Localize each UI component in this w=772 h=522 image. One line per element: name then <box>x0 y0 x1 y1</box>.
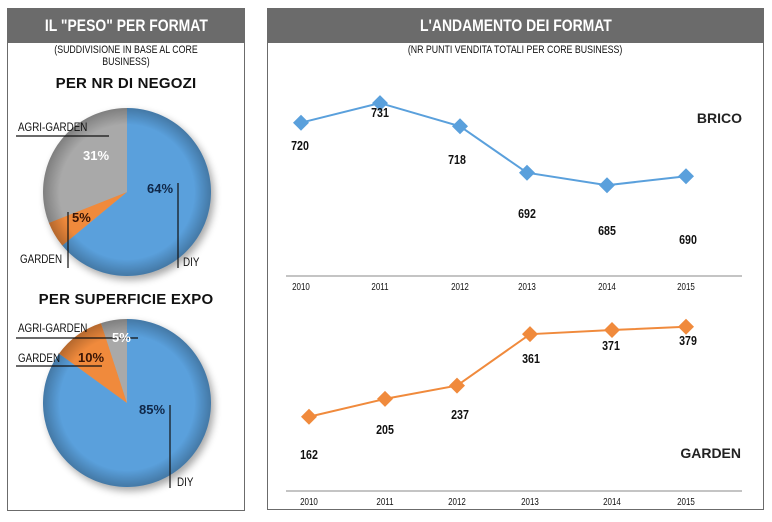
data-point-marker <box>293 114 309 131</box>
x-tick-label: 2011 <box>376 496 393 507</box>
pie1-title: PER NR DI NEGOZI <box>55 75 197 92</box>
format-trend-title-text: L'ANDAMENTO DEI FORMAT <box>419 16 612 35</box>
x-tick-label: 2013 <box>521 496 539 507</box>
format-trend-subtitle: (NR PUNTI VENDITA TOTALI PER CORE BUSINE… <box>268 44 763 56</box>
data-value-label: 718 <box>448 152 466 167</box>
data-value-label: 731 <box>371 105 389 120</box>
data-value-label: 162 <box>300 447 318 462</box>
slice-name-label: DIY <box>183 256 200 269</box>
data-point-marker <box>372 95 388 112</box>
data-point-marker <box>377 390 393 407</box>
series-title-brico: BRICO <box>697 110 742 126</box>
line-chart-garden: 2010 2011 2012 2013 2014 2015 162 205 237 361 371 3… <box>286 318 742 507</box>
series-line <box>300 102 687 187</box>
data-point-marker <box>522 326 538 343</box>
pie-chart-negozi: DIY 64% GARDEN 5% AGRI-GARDEN 31% <box>16 108 214 280</box>
data-value-label: 237 <box>451 407 469 422</box>
slice-name-label: AGRI-GARDEN <box>18 322 87 335</box>
data-point-marker <box>519 164 535 181</box>
slice-value-label: 10% <box>78 350 104 365</box>
data-point-marker <box>452 118 468 135</box>
data-value-label: 720 <box>291 138 309 153</box>
data-value-label: 361 <box>522 351 540 366</box>
data-value-label: 692 <box>518 206 536 221</box>
x-tick-label: 2010 <box>300 496 318 507</box>
data-value-label: 690 <box>679 232 697 247</box>
x-tick-label: 2010 <box>292 281 310 292</box>
pie-chart-superficie: DIY 85% GARDEN 10% AGRI-GARDEN 5% <box>16 319 214 491</box>
slice-name-label: DIY <box>177 476 194 489</box>
x-tick-label: 2014 <box>598 281 616 292</box>
data-point-marker <box>678 168 694 185</box>
data-value-label: 379 <box>679 333 697 348</box>
x-tick-label: 2015 <box>677 496 695 507</box>
data-value-label: 371 <box>602 338 620 353</box>
x-tick-label: 2012 <box>448 496 466 507</box>
format-trend-panel: L'ANDAMENTO DEI FORMAT (NR PUNTI VENDITA… <box>267 8 764 510</box>
format-trend-subtitle-text: (NR PUNTI VENDITA TOTALI PER CORE BUSINE… <box>408 44 623 56</box>
slice-value-label: 64% <box>147 181 173 196</box>
pie-edge-shade <box>43 108 211 276</box>
data-point-marker <box>604 322 620 339</box>
format-trend-title: L'ANDAMENTO DEI FORMAT <box>268 9 763 43</box>
x-tick-label: 2013 <box>518 281 536 292</box>
series-title-garden: GARDEN <box>680 445 741 461</box>
x-tick-label: 2012 <box>451 281 469 292</box>
data-point-marker <box>449 377 465 394</box>
slice-name-label: AGRI-GARDEN <box>18 121 87 134</box>
format-weight-subtitle-text: (SUDDIVISIONE IN BASE AL CORE BUSINESS) <box>54 44 198 68</box>
data-point-marker <box>678 318 694 335</box>
x-tick-label: 2014 <box>603 496 621 507</box>
slice-value-label: 5% <box>72 210 91 225</box>
format-weight-subtitle: (SUDDIVISIONE IN BASE AL CORE BUSINESS) <box>8 44 244 68</box>
series-line <box>308 325 687 418</box>
x-tick-label: 2015 <box>677 281 695 292</box>
slice-value-label: 31% <box>83 148 109 163</box>
format-weight-title: IL "PESO" PER FORMAT <box>8 9 244 43</box>
data-value-label: 685 <box>598 223 616 238</box>
data-point-marker <box>301 408 317 425</box>
data-value-label: 205 <box>376 422 394 437</box>
data-point-marker <box>599 177 615 194</box>
pie2-title: PER SUPERFICIE EXPO <box>38 291 214 308</box>
line-chart-brico: 2010 2011 2012 2013 2014 2015 720 731 718 692 685 6… <box>286 95 742 292</box>
slice-name-label: GARDEN <box>18 352 60 365</box>
x-tick-label: 2011 <box>371 281 388 292</box>
format-weight-title-text: IL "PESO" PER FORMAT <box>44 16 208 35</box>
slice-value-label: 85% <box>139 402 165 417</box>
pie-edge-shade <box>43 319 211 487</box>
slice-value-label: 5% <box>112 330 131 345</box>
slice-name-label: GARDEN <box>20 253 62 266</box>
